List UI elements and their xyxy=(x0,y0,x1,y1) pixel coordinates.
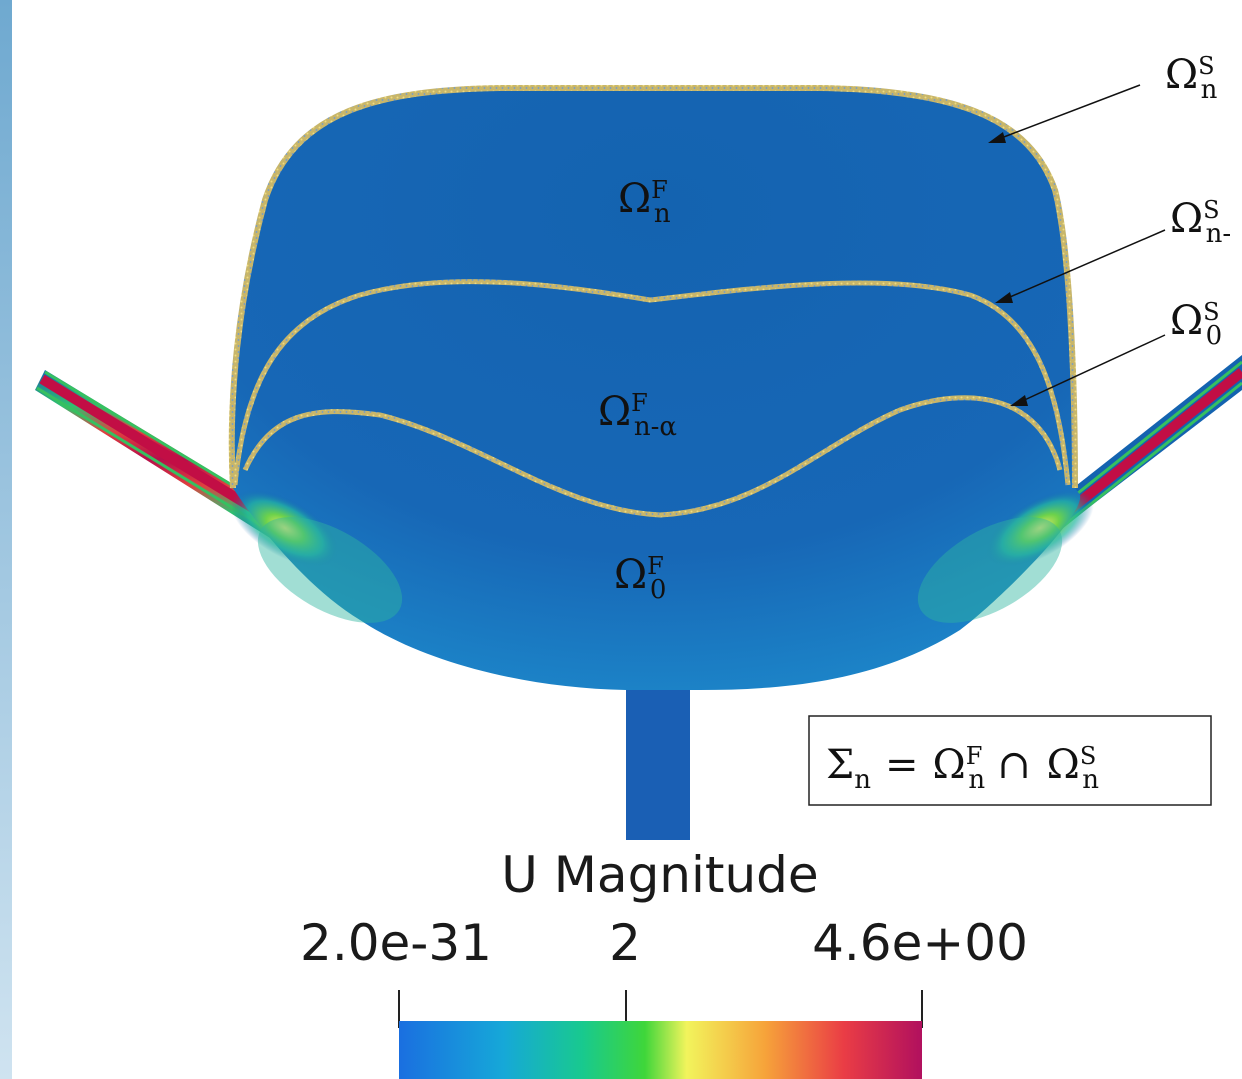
label-fluid-n: ΩF n xyxy=(618,176,671,229)
annotation-interface-n: ΩS n xyxy=(988,52,1218,143)
page-edge-strip xyxy=(0,0,12,1079)
svg-text:ΩS0: ΩS 0 xyxy=(1170,298,1222,351)
right-jet-zone xyxy=(986,489,1094,567)
colorbar-min-label: 2.0e-31 xyxy=(300,914,492,972)
colorbar: U Magnitude 2.0e-31 2 4.6e+00 xyxy=(300,846,1028,1079)
colorbar-mid-label: 2 xyxy=(609,914,641,972)
label-fluid-n-alpha: ΩF n-α xyxy=(598,389,677,442)
colorbar-max-label: 4.6e+00 xyxy=(812,914,1028,972)
left-lower-zone xyxy=(257,517,403,623)
outlet-pipe xyxy=(626,690,690,840)
colorbar-gradient xyxy=(399,1021,922,1079)
interface-0 xyxy=(242,395,1063,518)
annotation-interface-n-alpha: ΩS n- xyxy=(995,196,1231,303)
interface-n-alpha xyxy=(232,279,1071,486)
interface-equation-box: Σn = ΩF n ∩ ΩS n xyxy=(808,715,1212,806)
interface-n xyxy=(228,85,1078,489)
svg-text:ΩSn: ΩS n xyxy=(1165,52,1218,105)
fluid-domain xyxy=(231,88,1081,700)
svg-text:Σn=ΩFn∩ΩSn: Σn = ΩF n ∩ ΩS n xyxy=(826,742,1099,795)
annotation-interface-0: ΩS 0 xyxy=(1010,298,1222,406)
colorbar-title: U Magnitude xyxy=(501,846,818,904)
left-jet-zone xyxy=(231,489,339,567)
label-fluid-0: ΩF 0 xyxy=(614,552,666,605)
right-lower-zone xyxy=(917,517,1063,623)
svg-text:ΩSn-: ΩS n- xyxy=(1170,196,1231,249)
